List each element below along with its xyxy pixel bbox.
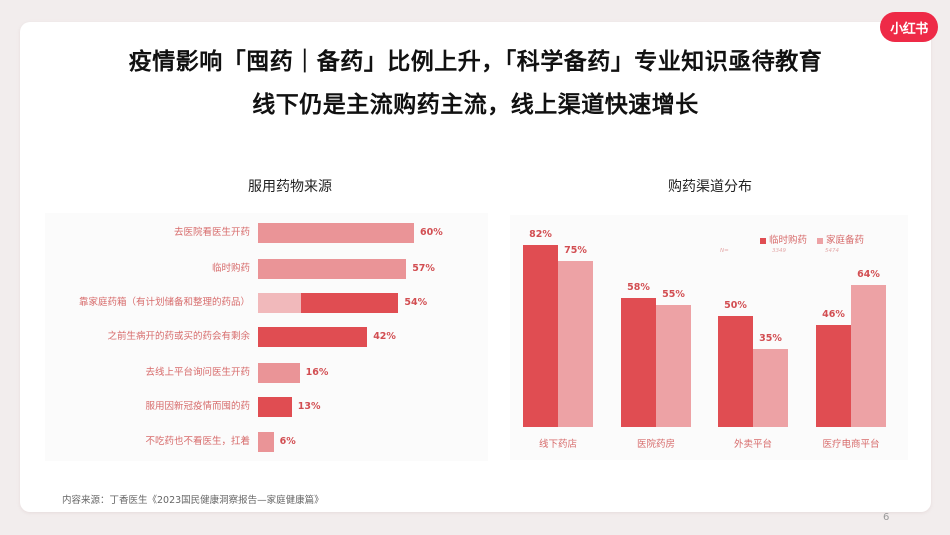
bar-value-label: 57% bbox=[412, 263, 435, 274]
legend-swatch-icon bbox=[760, 237, 766, 244]
bar-home-stock bbox=[753, 349, 788, 427]
legend-label: 家庭备药 bbox=[826, 235, 865, 246]
bar-value-label: 54% bbox=[404, 297, 428, 308]
bar bbox=[258, 293, 399, 313]
bar-home-stock bbox=[558, 260, 593, 427]
bar-temporary-purchase bbox=[816, 324, 851, 427]
bar-value-label: 64% bbox=[857, 268, 880, 280]
left-chart-title: 服用药物来源 bbox=[248, 179, 332, 195]
bar-home-stock bbox=[851, 284, 886, 427]
sample-size-note: 5474 bbox=[825, 248, 839, 254]
bar bbox=[258, 327, 368, 347]
bar bbox=[258, 259, 407, 279]
bar-category-label: 靠家庭药箱（有计划储备和整理的药品） bbox=[78, 297, 250, 308]
bar-value-label: 13% bbox=[297, 401, 321, 412]
sample-size-note: N= bbox=[720, 248, 729, 254]
bar bbox=[258, 432, 274, 452]
bar-value-label: 6% bbox=[279, 436, 296, 447]
bar bbox=[258, 397, 292, 417]
category-axis-label: 医院药房 bbox=[636, 439, 675, 450]
bar-category-label: 之前生病开的药或买的药会有剩余 bbox=[107, 331, 250, 342]
sample-size-note: 3349 bbox=[772, 248, 786, 254]
bar-home-stock bbox=[656, 304, 691, 427]
bar-category-label: 去医院看医生开药 bbox=[173, 227, 250, 238]
medication-source-chart: 去医院看医生开药 60% 临时购药 57% 靠家庭药箱（有计划储备和整理的药品） 54% 之… bbox=[45, 213, 488, 461]
bar-value-label: 58% bbox=[627, 282, 650, 294]
bar-value-label: 60% bbox=[420, 227, 443, 238]
xiaohongshu-logo: 小红书 bbox=[880, 12, 938, 42]
purchase-channel-chart: 82% 75% 线下药店 58% 55% 医院药房 50% 35% 外卖平台 46% 64% 医疗电商… bbox=[510, 215, 908, 460]
bar-value-label: 50% bbox=[724, 300, 747, 311]
legend-swatch-icon bbox=[817, 237, 824, 244]
bar-category-label: 服用因新冠疫情而囤的药 bbox=[145, 401, 250, 412]
bar-temporary-purchase bbox=[718, 316, 753, 427]
bar-temporary-purchase bbox=[621, 298, 656, 427]
bar-category-label: 临时购药 bbox=[211, 263, 250, 274]
bar-category-label: 不吃药也不看医生，扛着 bbox=[145, 436, 250, 447]
right-chart-title: 购药渠道分布 bbox=[668, 179, 752, 195]
slide-title-line2: 线下仍是主流购药主流，线上渠道快速增长 bbox=[252, 92, 699, 118]
category-axis-label: 线下药店 bbox=[538, 439, 577, 450]
bar-value-label: 75% bbox=[564, 244, 587, 256]
bar-temporary-purchase bbox=[523, 244, 558, 427]
source-note: 内容来源：丁香医生《2023国民健康洞察报告—家庭健康篇》 bbox=[62, 495, 324, 506]
category-axis-label: 外卖平台 bbox=[733, 439, 772, 450]
chart-legend: 临时购药 家庭备药 bbox=[760, 232, 864, 246]
bar-value-label: 46% bbox=[822, 308, 845, 320]
bar bbox=[258, 363, 300, 383]
bar-value-label: 82% bbox=[529, 228, 552, 240]
legend-item: 临时购药 bbox=[760, 232, 807, 246]
bar-value-label: 42% bbox=[373, 331, 396, 342]
bar-value-label: 35% bbox=[759, 333, 782, 345]
bar-value-label: 16% bbox=[305, 367, 329, 378]
legend-label: 临时购药 bbox=[769, 235, 808, 246]
bar-value-label: 55% bbox=[662, 288, 685, 300]
slide-title-line1: 疫情影响「囤药｜备药」比例上升，「科学备药」专业知识亟待教育 bbox=[128, 49, 823, 75]
legend-item: 家庭备药 bbox=[817, 232, 864, 246]
bar-category-label: 去线上平台询问医生开药 bbox=[145, 367, 250, 378]
page-number: 6 bbox=[883, 512, 890, 523]
category-axis-label: 医疗电商平台 bbox=[822, 439, 880, 450]
bar bbox=[258, 223, 414, 243]
